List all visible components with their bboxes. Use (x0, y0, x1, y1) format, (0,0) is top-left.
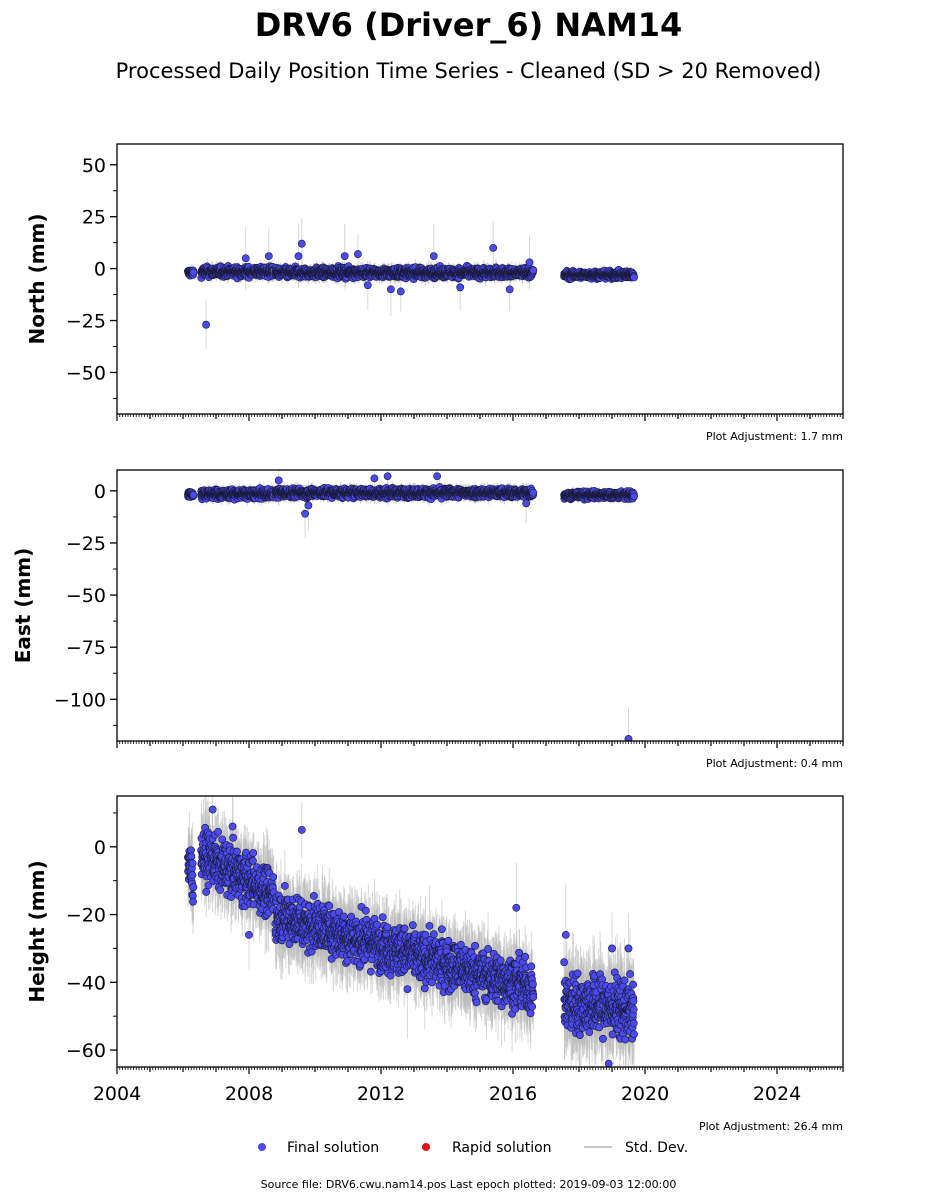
data-point (530, 267, 537, 274)
panel-north: 50 25 0 −25 −50 North (mm) Plot Adjustment: 1.… (25, 144, 843, 443)
y-tick-label: 0 (94, 259, 106, 281)
y-tick-label: −25 (66, 311, 106, 333)
north-ylabel: North (mm) (25, 213, 49, 344)
east-series (184, 453, 637, 770)
figure-title: DRV6 (Driver_6) NAM14 (255, 6, 683, 44)
figure-subtitle: Processed Daily Position Time Series - C… (116, 59, 822, 83)
north-series (184, 218, 637, 349)
data-point (526, 259, 533, 266)
data-point (430, 253, 437, 260)
data-point (354, 250, 361, 257)
north-final-points (184, 240, 637, 328)
data-point (190, 269, 197, 276)
data-point (397, 288, 404, 295)
data-point (387, 286, 394, 293)
data-point (242, 255, 249, 262)
y-tick-label: 50 (82, 155, 106, 177)
data-point (457, 284, 464, 291)
data-point (341, 253, 348, 260)
data-point (630, 274, 637, 281)
data-point (506, 286, 513, 293)
data-point (490, 244, 497, 251)
data-point (203, 321, 210, 328)
data-point (298, 240, 305, 247)
y-tick-label: 25 (82, 207, 106, 229)
y-tick-label: −50 (66, 362, 106, 384)
panels: 50 25 0 −25 −50 North (mm) Plot Adjustment: 1.… (11, 144, 843, 1133)
data-point (364, 282, 371, 289)
north-plot-adjustment: Plot Adjustment: 1.7 mm (706, 430, 843, 443)
north-stddev-bars (188, 218, 634, 349)
data-point (265, 253, 272, 260)
data-point (295, 253, 302, 260)
